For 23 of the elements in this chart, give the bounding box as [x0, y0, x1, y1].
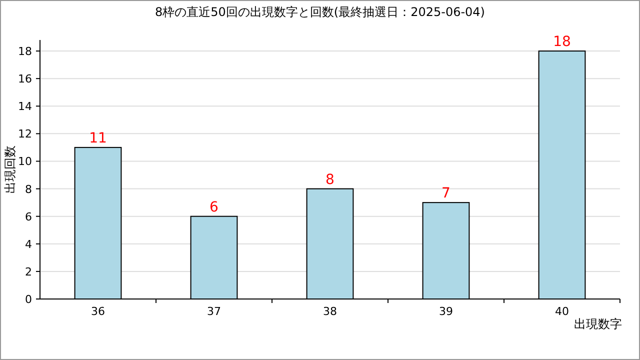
- data-label: 8: [326, 172, 334, 188]
- y-axis-title: 出現回数: [3, 146, 17, 194]
- x-tick-label: 38: [323, 305, 337, 318]
- y-tick-label: 16: [18, 72, 32, 86]
- y-tick-label: 10: [18, 155, 32, 168]
- y-tick-label: 14: [18, 100, 32, 114]
- y-tick-label: 0: [25, 293, 32, 306]
- chart-title: 8枠の直近50回の出現数字と回数(最終抽選日：2025-06-04): [154, 5, 486, 19]
- x-tick-label: 36: [91, 305, 105, 318]
- y-tick-label: 12: [18, 128, 32, 141]
- x-axis-title: 出現数字: [574, 317, 622, 331]
- data-label: 6: [210, 199, 219, 216]
- x-tick-label: 40: [555, 305, 569, 318]
- x-tick-label: 39: [439, 305, 453, 318]
- y-tick-label: 2: [25, 265, 32, 278]
- y-tick-label: 8: [25, 182, 32, 196]
- y-tick-label: 18: [18, 45, 32, 58]
- y-tick-label: 4: [25, 238, 32, 251]
- data-label: 11: [89, 130, 107, 146]
- y-tick-label: 6: [25, 210, 32, 224]
- data-label: 7: [442, 186, 450, 202]
- x-tick-label: 37: [207, 305, 221, 318]
- data-label: 18: [553, 34, 571, 50]
